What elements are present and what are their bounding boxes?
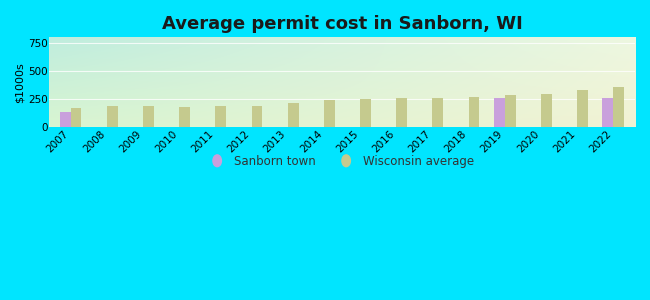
Y-axis label: $1000s: $1000s bbox=[15, 62, 25, 103]
Bar bbox=[288, 103, 298, 127]
Bar bbox=[432, 98, 443, 127]
Bar bbox=[107, 106, 118, 127]
Bar bbox=[324, 100, 335, 127]
Bar bbox=[60, 112, 71, 127]
Bar bbox=[252, 106, 263, 127]
Bar bbox=[577, 90, 588, 127]
Bar bbox=[494, 98, 505, 127]
Bar bbox=[71, 108, 81, 127]
Bar bbox=[215, 106, 226, 127]
Bar bbox=[505, 95, 515, 127]
Title: Average permit cost in Sanborn, WI: Average permit cost in Sanborn, WI bbox=[162, 15, 523, 33]
Bar bbox=[541, 94, 552, 127]
Bar bbox=[469, 97, 480, 127]
Legend: Sanborn town, Wisconsin average: Sanborn town, Wisconsin average bbox=[205, 151, 478, 173]
Bar bbox=[143, 106, 154, 127]
Bar bbox=[179, 107, 190, 127]
Bar bbox=[396, 98, 407, 127]
Bar bbox=[603, 98, 614, 127]
Bar bbox=[360, 100, 371, 127]
Bar bbox=[614, 87, 624, 127]
